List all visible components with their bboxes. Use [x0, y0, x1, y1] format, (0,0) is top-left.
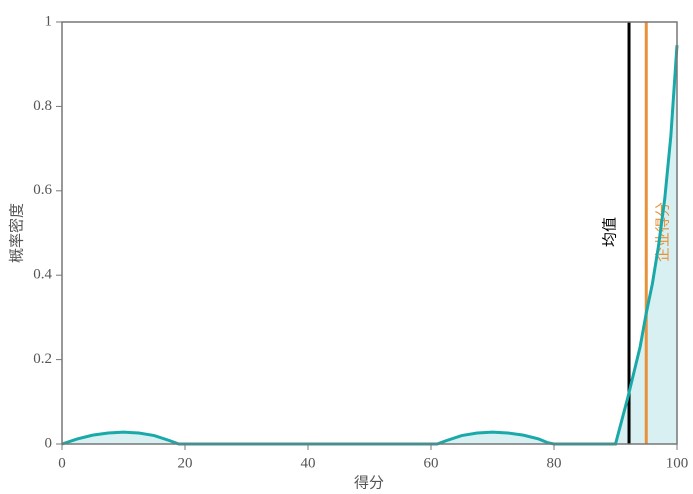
x-tick-label: 80 [547, 455, 562, 471]
y-tick-label: 1 [45, 13, 53, 29]
y-tick-label: 0.4 [33, 267, 52, 283]
x-tick-label: 0 [58, 455, 66, 471]
y-tick-label: 0.6 [33, 182, 52, 198]
marker-label: 均值 [601, 217, 618, 247]
x-tick-label: 40 [301, 455, 316, 471]
density-line [61, 45, 679, 446]
x-tick-label: 100 [666, 455, 689, 471]
plot-frame [61, 21, 678, 445]
y-tick-label: 0.2 [33, 351, 52, 367]
area-fill [62, 45, 677, 445]
y-tick-label: 0.8 [33, 98, 52, 114]
y-tick-label: 0 [45, 435, 53, 451]
y-axis-label: 概率密度 [8, 203, 25, 263]
x-tick-label: 60 [424, 455, 439, 471]
x-tick-label: 20 [178, 455, 193, 471]
x-axis-label: 得分 [354, 474, 384, 491]
